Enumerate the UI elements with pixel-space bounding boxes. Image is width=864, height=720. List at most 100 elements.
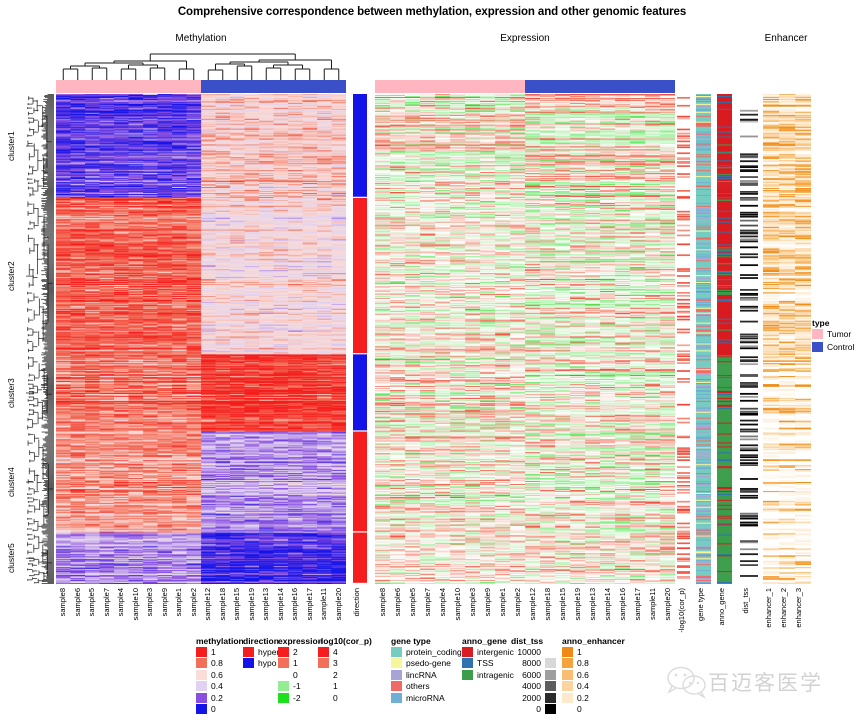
x-label-expr-sample12: sample12 [527, 588, 537, 621]
legend-gene_type-item-1[interactable]: psedo-gene [391, 658, 462, 670]
legend-swatch [812, 329, 823, 340]
cluster-label-cluster5: cluster5 [6, 543, 16, 574]
legend-expression-item-0[interactable]: 2 [278, 646, 323, 658]
legend-anno_gene-item-0[interactable]: intergenic [462, 646, 514, 658]
direction-annotation-column[interactable] [353, 94, 367, 584]
legend-panel: methylation 1 0.8 0.6 0.4 0.2 0 direction hyper h… [0, 636, 640, 720]
legend-label: microRNA [406, 692, 445, 703]
legend-type-item-control[interactable]: Control [812, 341, 854, 354]
legend-anno_gene-item-2[interactable]: intragenic [462, 669, 514, 681]
legend-methylation-item-3[interactable]: 0.4 [196, 681, 244, 693]
x-label-meth-sample8: sample8 [58, 588, 68, 617]
x-label-meth-sample4: sample4 [116, 588, 126, 617]
legend-swatch [243, 658, 254, 669]
legend-cor_p-item-0[interactable]: 4 [318, 646, 372, 658]
legend-label: intragenic [477, 669, 514, 680]
legend-anno_enhancer-item-2[interactable]: 0.6 [562, 669, 625, 681]
legend-dist_tss-item-0[interactable]: 10000 [511, 646, 556, 658]
legend-expression-item-1[interactable]: 1 [278, 658, 323, 670]
legend-swatch [278, 681, 289, 692]
x-label-anno-gene: anno_gene [717, 588, 726, 626]
legend-label: 1 [293, 658, 298, 669]
legend-label: 0.4 [211, 681, 223, 692]
anno-gene-annotation-column[interactable] [717, 94, 732, 584]
legend-anno_enhancer-item-4[interactable]: 0.2 [562, 692, 625, 704]
type-annotation-bar-methylation [56, 80, 346, 93]
legend-methylation-item-2[interactable]: 0.6 [196, 669, 244, 681]
legend-dist_tss-item-4[interactable]: 2000 [511, 692, 556, 704]
legend-expression-item-2[interactable]: 0 [278, 669, 323, 681]
legend-anno_enhancer-item-3[interactable]: 0.4 [562, 681, 625, 693]
legend-label: 0.8 [577, 658, 589, 669]
x-label-meth-sample16: sample16 [290, 588, 300, 621]
legend-methylation-item-4[interactable]: 0.2 [196, 692, 244, 704]
x-label-dist-tss: dist_tss [741, 588, 750, 614]
legend-dist_tss-item-2[interactable]: 6000 [511, 669, 556, 681]
legend-dist_tss-item-3[interactable]: 4000 [511, 681, 556, 693]
enhancer-heatmap[interactable] [763, 94, 811, 584]
x-label-meth-sample5: sample5 [87, 588, 97, 617]
legend-expression-item-4[interactable]: -2 [278, 692, 323, 704]
x-label-direction: direction [352, 588, 361, 617]
legend-cor_p-item-1[interactable]: 3 [318, 658, 372, 670]
x-label-expr-sample11: sample11 [647, 588, 657, 620]
legend-expression-item-3[interactable]: -1 [278, 681, 323, 693]
x-label-meth-sample20: sample20 [333, 588, 343, 621]
panel-title-methylation: Methylation [175, 33, 227, 44]
x-label-meth-sample17: sample17 [304, 588, 314, 621]
legend-anno_gene: anno_gene intergenic TSS intragenic [462, 636, 514, 681]
legend-label: 8000 [522, 658, 541, 669]
legend-methylation-item-1[interactable]: 0.8 [196, 658, 244, 670]
legend-swatch [545, 681, 556, 692]
legend-gene_type-item-4[interactable]: microRNA [391, 692, 462, 704]
wechat-icon [667, 666, 706, 699]
legend-cor_p-item-2[interactable]: 2 [318, 669, 372, 681]
legend-label: 2 [293, 646, 298, 657]
legend-methylation-item-5[interactable]: 0 [196, 704, 244, 716]
x-label-meth-sample9: sample9 [159, 588, 169, 617]
x-label-meth-sample1: sample1 [174, 588, 184, 617]
legend-cor_p: -log10(cor_p) 4 3 2 1 0 [318, 636, 372, 704]
legend-direction: direction hyper hypo [243, 636, 279, 669]
legend-gene_type-item-0[interactable]: protein_coding [391, 646, 462, 658]
legend-gene_type-item-3[interactable]: others [391, 681, 462, 693]
legend-anno_enhancer-item-1[interactable]: 0.8 [562, 658, 625, 670]
x-label-expr-sample15: sample15 [557, 588, 567, 621]
legend-cor_p-item-3[interactable]: 1 [318, 681, 372, 693]
legend-swatch [391, 692, 402, 703]
legend-anno_enhancer-title: anno_enhancer [562, 636, 625, 646]
legend-label: 0 [577, 704, 582, 715]
legend-cor_p-item-4[interactable]: 0 [318, 692, 372, 704]
legend-anno_gene-item-1[interactable]: TSS [462, 658, 514, 670]
legend-gene_type-title: gene type [391, 636, 431, 646]
methylation-heatmap[interactable] [56, 94, 346, 584]
legend-direction-item-0[interactable]: hyper [243, 646, 279, 658]
legend-dist_tss-item-5[interactable]: 0 [511, 704, 556, 716]
legend-anno_enhancer-item-5[interactable]: 0 [562, 704, 625, 716]
type-annotation-bar-expression [375, 80, 675, 93]
x-label-expr-sample19: sample19 [572, 588, 582, 621]
legend-gene_type-item-2[interactable]: lincRNA [391, 669, 462, 681]
cluster-label-cluster2: cluster2 [6, 261, 16, 292]
legend-type-item-tumor[interactable]: Tumor [812, 328, 854, 341]
x-axis-labels-annotations: -log10(cor_p) gene type anno_gene dist_tss e… [670, 588, 820, 633]
watermark-text: 百迈客医学 [708, 671, 823, 695]
legend-label: -1 [293, 681, 301, 692]
x-label-meth-sample6: sample6 [72, 588, 82, 617]
legend-cor_p-title: -log10(cor_p) [318, 636, 372, 646]
expression-heatmap[interactable] [375, 94, 675, 584]
legend-swatch [545, 658, 556, 669]
legend-direction-item-1[interactable]: hypo [243, 658, 279, 670]
legend-anno_enhancer-item-0[interactable]: 1 [562, 646, 625, 658]
cor-p-annotation-column[interactable] [677, 94, 690, 584]
legend-swatch [196, 692, 207, 703]
legend-label: 0.2 [211, 692, 223, 703]
legend-dist_tss-item-1[interactable]: 8000 [511, 658, 556, 670]
gene-type-annotation-column[interactable] [696, 94, 711, 584]
dist-tss-annotation-column[interactable] [740, 94, 758, 584]
legend-methylation-item-0[interactable]: 1 [196, 646, 244, 658]
legend-label: 0 [293, 669, 298, 680]
legend-swatch [545, 704, 556, 715]
x-label-expr-sample10: sample10 [452, 588, 462, 621]
x-label-expr-sample18: sample18 [542, 588, 552, 621]
